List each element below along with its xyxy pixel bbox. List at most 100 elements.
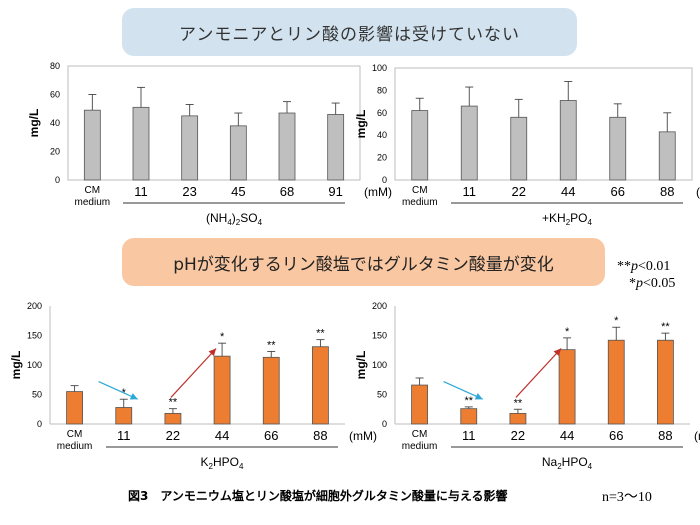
plot-frame [394, 67, 693, 181]
data-bar [509, 412, 527, 425]
significance-legend-p005: *p<0.05 [629, 276, 676, 291]
x-tick-label: 88 [660, 184, 674, 199]
sample-size-label: n=3〜10 [602, 490, 652, 505]
data-bar [558, 349, 576, 425]
x-tick-label: 66 [611, 184, 625, 199]
x-axis-label: Na2HPO4 [542, 455, 593, 471]
y-tick-label: 150 [372, 331, 387, 341]
x-axis-label: +KH2PO4 [542, 211, 592, 227]
data-bar [66, 391, 83, 425]
x-axis-label: (NH4)2SO4 [206, 211, 263, 227]
data-bar [460, 408, 478, 425]
unit-label: (mM) [364, 185, 392, 199]
data-bar [83, 109, 101, 181]
x-tick-label: 88 [658, 428, 672, 443]
significance-mark: ** [169, 397, 178, 409]
significance-mark: ** [661, 321, 670, 333]
y-tick-label: 20 [377, 153, 387, 163]
x-tick-label: 23 [182, 184, 196, 199]
x-tick-label: 11 [117, 428, 131, 443]
data-bar [229, 125, 247, 181]
increase-arrow [515, 348, 562, 398]
x-tick-label: 11 [462, 428, 476, 443]
unit-label: (mM) [694, 429, 700, 443]
x-tick-label: 91 [328, 184, 342, 199]
data-bar [411, 110, 429, 181]
y-tick-label: 40 [50, 118, 60, 128]
x-tick-label: CM [67, 429, 83, 440]
y-tick-label: 80 [377, 85, 387, 95]
x-tick-label: CM [412, 429, 428, 440]
x-tick-label: 22 [512, 184, 526, 199]
x-tick-label: medium [57, 441, 93, 452]
y-axis-label: mg/L [27, 109, 41, 138]
y-axis-label: mg/L [9, 351, 23, 380]
banner-no-effect-text: アンモニアとリン酸の影響は受けていない [179, 24, 520, 45]
x-tick-label: 22 [511, 428, 525, 443]
x-tick-label: 11 [134, 184, 148, 199]
significance-mark: ** [267, 339, 276, 351]
y-axis-label: mg/L [354, 110, 368, 139]
y-tick-label: 50 [32, 390, 42, 400]
y-tick-label: 40 [377, 130, 387, 140]
significance-mark: * [220, 331, 225, 343]
x-tick-label: 88 [313, 428, 327, 443]
x-tick-label: 66 [609, 428, 623, 443]
data-bar [262, 356, 280, 425]
y-tick-label: 0 [382, 419, 387, 429]
x-tick-label: 44 [215, 428, 229, 443]
unit-label: (mM) [349, 429, 377, 443]
banner-ph-change: pHが変化するリン酸塩ではグルタミン酸量が変化 [122, 238, 605, 286]
significance-mark: ** [464, 395, 473, 407]
x-tick-label: CM [85, 185, 101, 196]
data-bar [510, 116, 528, 181]
x-tick-label: medium [402, 441, 438, 452]
y-tick-label: 200 [372, 301, 387, 311]
x-axis-label: K2HPO4 [201, 455, 244, 471]
y-tick-label: 60 [50, 90, 60, 100]
x-tick-label: medium [402, 197, 438, 208]
y-tick-label: 100 [372, 63, 387, 73]
data-bar [278, 112, 296, 181]
plot-frame [67, 65, 361, 181]
data-bar [327, 114, 345, 181]
significance-mark: * [565, 326, 570, 338]
data-bar [181, 115, 199, 181]
figure-caption: 図3 アンモニウム塩とリン酸塩が細胞外グルタミン酸量に与える影響 [128, 489, 508, 503]
y-tick-label: 200 [27, 301, 42, 311]
x-tick-label: 45 [231, 184, 245, 199]
banner-no-effect: アンモニアとリン酸の影響は受けていない [122, 8, 577, 56]
y-tick-label: 50 [377, 390, 387, 400]
data-bar [115, 407, 133, 425]
y-tick-label: 60 [377, 108, 387, 118]
y-tick-label: 80 [50, 61, 60, 71]
data-bar [609, 116, 627, 181]
y-tick-label: 0 [55, 175, 60, 185]
y-tick-label: 0 [37, 419, 42, 429]
y-tick-label: 20 [50, 147, 60, 157]
increase-arrow [170, 348, 217, 398]
unit-label: (mM) [696, 185, 700, 199]
data-bar [607, 339, 625, 425]
y-axis-label: mg/L [354, 351, 368, 380]
x-tick-label: 11 [463, 184, 477, 199]
decrease-arrow [443, 380, 483, 400]
banner-ph-change-text: pHが変化するリン酸塩ではグルタミン酸量が変化 [173, 254, 554, 275]
data-bar [213, 355, 231, 425]
data-bar [164, 412, 182, 425]
chart-k2hpo4: 050100150200mg/L********CMmedium11224466… [9, 301, 377, 471]
significance-mark: ** [514, 397, 523, 409]
data-bar [657, 339, 674, 425]
y-tick-label: 150 [27, 331, 42, 341]
y-tick-label: 0 [382, 175, 387, 185]
x-tick-label: 68 [280, 184, 294, 199]
y-tick-label: 100 [27, 360, 42, 370]
x-tick-label: medium [75, 197, 111, 208]
data-bar [559, 100, 577, 181]
data-bar [460, 105, 478, 181]
x-tick-label: 44 [560, 428, 574, 443]
significance-legend-p001: **p<0.01 [617, 259, 671, 274]
